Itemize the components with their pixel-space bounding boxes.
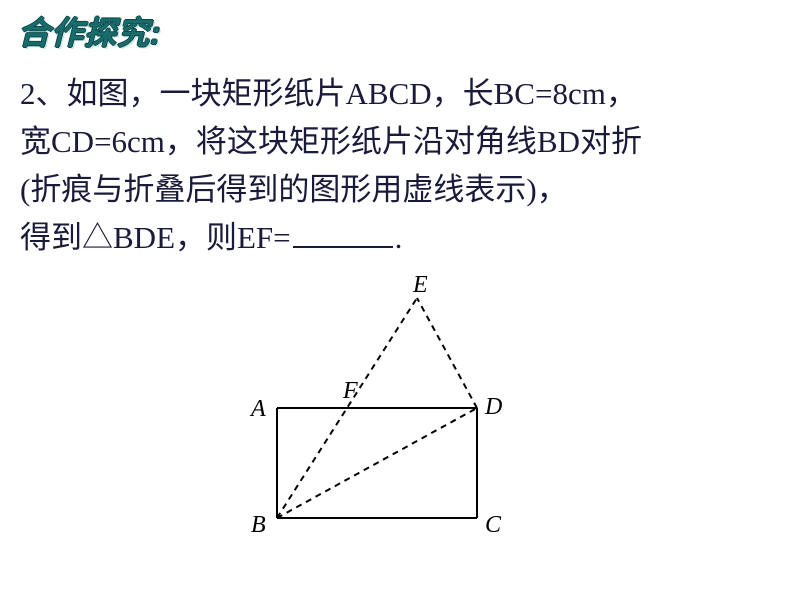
problem-line1: 2、如图，一块矩形纸片ABCD，长BC=8cm， [20, 76, 637, 111]
figure-svg [237, 278, 557, 538]
point-label-B: B [251, 512, 266, 539]
problem-line3: (折痕与折叠后得到的图形用虚线表示)， [20, 172, 568, 207]
point-label-C: C [485, 512, 501, 539]
point-label-D: D [485, 394, 502, 421]
answer-blank [293, 217, 393, 248]
section-title: 合作探究: [18, 8, 162, 54]
geometry-figure: ABCDEF [237, 278, 557, 538]
dashed-line-DE [417, 298, 477, 408]
problem-line4-suffix: . [395, 220, 403, 255]
point-label-A: A [251, 396, 266, 423]
problem-line4: 得到△BDE，则EF= [20, 220, 291, 255]
dashed-line-BD [277, 408, 477, 518]
problem-line2: 宽CD=6cm，将这块矩形纸片沿对角线BD对折 [20, 124, 642, 159]
point-label-E: E [413, 272, 428, 299]
problem-text: 2、如图，一块矩形纸片ABCD，长BC=8cm， 宽CD=6cm，将这块矩形纸片… [20, 70, 774, 262]
point-label-F: F [343, 378, 358, 405]
